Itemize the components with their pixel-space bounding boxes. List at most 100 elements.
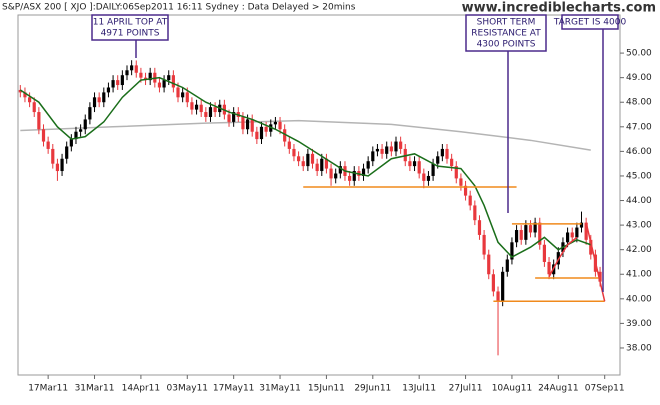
candle-body (482, 234, 486, 255)
candle-body (204, 112, 208, 117)
candle-body (584, 222, 588, 240)
candle-body (283, 129, 287, 142)
candle-body (106, 87, 111, 93)
x-tick-label: 27Jul11 (449, 384, 483, 394)
candle-body (524, 225, 528, 240)
x-tick-label: 31Mar11 (75, 384, 115, 394)
candle-body (185, 92, 189, 103)
candle-body (542, 244, 547, 262)
candle-body (310, 153, 315, 164)
candle-body (88, 107, 92, 120)
y-tick-label: 44.00 (626, 196, 652, 206)
candle-body (46, 141, 50, 149)
candle-body (227, 114, 231, 122)
candle-body (412, 161, 417, 167)
candle-body (32, 102, 36, 113)
watermark: www.incrediblecharts.com (462, 1, 656, 16)
candle-body (92, 97, 97, 108)
candle-body (538, 222, 542, 245)
candle-body (157, 82, 162, 88)
y-tick-label: 46.00 (626, 147, 652, 157)
candle-body (361, 168, 366, 176)
candle-body (408, 161, 412, 167)
candle-body (23, 92, 27, 98)
candle-body (69, 139, 73, 147)
candle-body (487, 254, 491, 275)
y-tick-label: 49.00 (626, 73, 652, 83)
y-tick-label: 38.00 (626, 343, 652, 353)
y-tick-label: 43.00 (626, 221, 652, 231)
candle-body (399, 141, 403, 149)
candle-body (375, 148, 380, 152)
candle-body (348, 175, 352, 181)
candle-body (338, 166, 342, 174)
line (20, 119, 591, 151)
candle-body (598, 271, 602, 282)
candle-body (199, 104, 203, 113)
candle-body (301, 161, 305, 167)
candle-body (130, 65, 134, 71)
candle-body (18, 89, 22, 93)
annotation-text: 11 APRIL TOP AT (93, 18, 168, 28)
candle-body (459, 178, 463, 186)
candle-body (102, 92, 106, 103)
candle-body (436, 156, 440, 164)
candle-body (389, 146, 393, 152)
candle-body (83, 119, 87, 130)
candle-body (422, 173, 426, 181)
candle-body (519, 230, 523, 240)
candle-body (250, 119, 254, 132)
candle-body (264, 126, 268, 132)
candle-body (111, 80, 115, 88)
annotation-text: SHORT TERM (477, 18, 536, 28)
candle-body (417, 161, 421, 174)
candle-body (134, 65, 138, 73)
candle-body (245, 119, 250, 130)
chart-title: S&P/ASX 200 [ XJO ]:DAILY:06Sep2011 16:1… (2, 3, 356, 13)
candle-body (27, 97, 32, 103)
x-tick-label: 03May11 (167, 384, 209, 394)
candle-body (366, 161, 370, 169)
y-tick-label: 40.00 (626, 294, 652, 304)
candle-body (575, 227, 579, 238)
candle-body (241, 116, 245, 130)
y-tick-label: 48.00 (626, 98, 652, 108)
candle-body (259, 126, 264, 140)
candle-body (450, 158, 454, 167)
candle-body (380, 148, 384, 154)
candle-body (296, 156, 301, 162)
line (585, 222, 606, 302)
candle-body (97, 97, 101, 103)
x-tick-label: 14Apr11 (122, 384, 160, 394)
candle-body (320, 158, 324, 172)
candle-body (431, 163, 435, 176)
candle-body (79, 129, 83, 132)
annotation: TARGET IS 4000 (553, 14, 626, 292)
x-tick-label: 31May11 (259, 384, 301, 394)
candle-body (334, 173, 338, 179)
x-tick-label: 07Sep11 (585, 384, 625, 394)
candle-body (60, 158, 64, 172)
candle-body (51, 148, 55, 164)
candle-body (125, 70, 129, 76)
candle-body (445, 148, 449, 159)
candle-body (565, 232, 570, 243)
candle-body (167, 75, 171, 81)
candle-body (171, 75, 175, 88)
candle-body (194, 104, 199, 110)
candle-body (55, 163, 60, 172)
y-tick-label: 42.00 (626, 245, 652, 255)
candle-body (579, 222, 584, 228)
candle-body (41, 129, 46, 142)
candle-body (232, 112, 236, 122)
candle-body (589, 239, 593, 255)
candle-body (181, 92, 185, 98)
annotation-text: RESISTANCE AT (471, 29, 541, 39)
x-tick-label: 29Jun11 (354, 384, 391, 394)
candle-body (528, 225, 533, 233)
y-tick-label: 50.00 (626, 49, 652, 59)
candle-body (255, 131, 259, 140)
candle-body (533, 222, 537, 233)
candle-body (329, 168, 333, 179)
